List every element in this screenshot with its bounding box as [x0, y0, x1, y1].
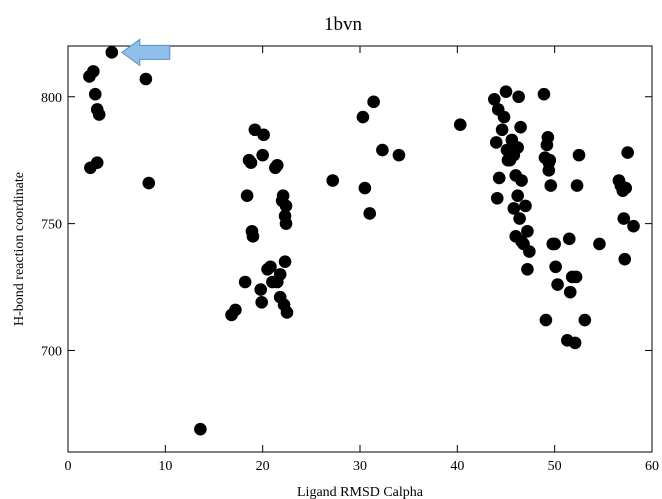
data-point	[537, 87, 551, 101]
y-tick-label: 750	[41, 218, 62, 233]
data-point	[105, 46, 119, 59]
plot-frame	[67, 45, 653, 453]
data-point	[358, 181, 372, 195]
data-point	[511, 141, 524, 154]
data-point	[511, 189, 524, 203]
data-point	[280, 306, 294, 319]
data-point	[264, 260, 277, 274]
data-point	[488, 92, 501, 106]
data-point	[279, 199, 293, 213]
data-point	[572, 148, 586, 162]
data-point	[513, 212, 526, 225]
data-point	[543, 153, 557, 167]
data-point	[279, 217, 293, 230]
data-point	[246, 230, 260, 243]
data-point	[521, 224, 534, 238]
data-point	[499, 85, 513, 98]
data-point	[363, 207, 377, 220]
data-point	[621, 146, 634, 159]
data-point	[453, 118, 467, 131]
annotation-arrow	[120, 38, 171, 67]
data-point	[255, 295, 268, 309]
data-point	[521, 263, 534, 276]
data-point	[618, 252, 632, 266]
data-point	[240, 189, 254, 203]
data-points	[83, 46, 640, 436]
data-point	[617, 212, 631, 225]
y-tick-label: 700	[41, 345, 62, 360]
data-point	[92, 108, 106, 121]
x-tick-label: 30	[353, 459, 367, 474]
data-point	[569, 270, 583, 284]
x-tick-label: 20	[256, 459, 270, 474]
data-point	[512, 90, 525, 104]
data-point	[356, 110, 370, 124]
x-tick-label: 10	[158, 459, 172, 474]
data-point	[578, 313, 592, 327]
data-point	[541, 131, 555, 144]
data-point	[514, 120, 527, 134]
data-point	[495, 123, 509, 137]
data-point	[515, 174, 528, 187]
axis-tick-labels: 0 10 20 30 40 50 60 700 750 800	[41, 91, 659, 474]
data-point	[627, 219, 640, 233]
data-point	[256, 148, 269, 162]
x-tick-label: 50	[548, 459, 562, 474]
data-point	[593, 237, 606, 251]
chart-title: 1bvn	[324, 14, 363, 35]
data-point	[562, 232, 576, 246]
annotation-arrow-group	[120, 38, 171, 67]
data-point	[489, 136, 503, 149]
data-point	[549, 260, 562, 274]
x-tick-label: 40	[450, 459, 464, 474]
y-axis-title: H-bond reaction coordinate	[12, 172, 27, 326]
data-point	[548, 237, 561, 251]
x-tick-label: 0	[65, 459, 72, 474]
data-point	[367, 95, 380, 109]
data-point	[551, 278, 564, 291]
data-point	[492, 171, 506, 185]
data-point	[244, 156, 258, 170]
axis-ticks	[67, 46, 653, 452]
data-point	[497, 110, 511, 124]
data-point	[392, 148, 406, 162]
data-point	[139, 72, 153, 86]
y-tick-label: 800	[41, 91, 62, 106]
x-axis-title: Ligand RMSD Calpha	[297, 485, 424, 499]
data-point	[90, 156, 104, 170]
data-point	[270, 158, 284, 172]
data-point	[544, 179, 558, 192]
data-point	[539, 313, 553, 327]
data-point	[276, 189, 290, 203]
data-point	[87, 65, 100, 78]
data-point	[519, 199, 532, 213]
x-tick-label: 60	[645, 459, 659, 474]
data-point	[254, 283, 268, 296]
data-point	[257, 128, 270, 142]
data-point	[542, 164, 556, 177]
data-point	[563, 285, 577, 299]
data-point	[88, 87, 102, 101]
data-point	[507, 202, 521, 215]
data-point	[490, 191, 504, 205]
data-point	[376, 143, 389, 157]
data-point	[194, 422, 207, 436]
data-point	[619, 181, 633, 195]
data-point	[229, 303, 242, 317]
data-point	[142, 176, 156, 190]
data-point	[326, 174, 340, 187]
data-point	[238, 275, 252, 289]
data-point	[568, 336, 582, 350]
data-point	[273, 268, 287, 281]
data-point	[523, 245, 536, 258]
data-point	[570, 179, 584, 192]
data-point	[278, 255, 292, 268]
